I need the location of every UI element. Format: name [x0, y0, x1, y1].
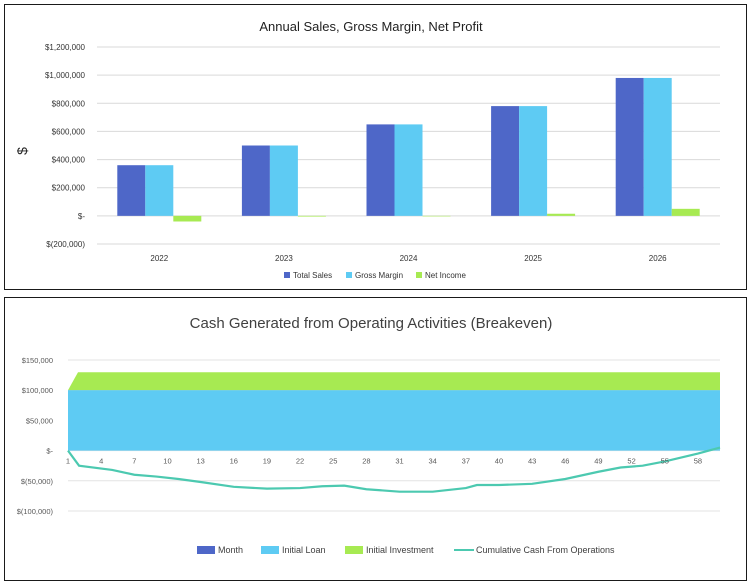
x-tick-label: 16 [230, 457, 238, 466]
x-tick-label: 2024 [400, 254, 418, 263]
y-tick-label: $100,000 [22, 386, 53, 395]
y-tick-label: $200,000 [52, 184, 86, 193]
legend-swatch [284, 272, 290, 278]
legend-label: Month [218, 545, 243, 555]
x-tick-label: 22 [296, 457, 304, 466]
legend-swatch [261, 546, 279, 554]
x-tick-label: 2026 [649, 254, 667, 263]
legend-label: Initial Loan [282, 545, 326, 555]
annual-sales-chart-panel: Annual Sales, Gross Margin, Net Profit $… [4, 4, 747, 290]
bar-gross-margin [145, 165, 174, 216]
legend-label: Initial Investment [366, 545, 434, 555]
bar-gross-margin [643, 77, 672, 216]
x-tick-label: 4 [99, 457, 103, 466]
legend-label: Gross Margin [355, 271, 403, 280]
bar-total-sales [491, 106, 520, 216]
legend-label: Cumulative Cash From Operations [476, 545, 615, 555]
x-tick-label: 10 [163, 457, 171, 466]
chart-title: Annual Sales, Gross Margin, Net Profit [259, 19, 483, 34]
x-tick-label: 43 [528, 457, 536, 466]
bar-total-sales [615, 77, 644, 216]
bar-total-sales [241, 145, 270, 216]
line-cumulative-cash [67, 446, 721, 493]
legend-swatch [416, 272, 422, 278]
bar-total-sales [366, 124, 395, 216]
x-tick-label: 40 [495, 457, 503, 466]
bar-net-income [173, 215, 202, 222]
annual-sales-chart: Annual Sales, Gross Margin, Net Profit $… [14, 19, 720, 280]
x-tick-label: 46 [561, 457, 569, 466]
bar-net-income [422, 215, 451, 217]
y-tick-label: $150,000 [22, 356, 53, 365]
x-tick-label: 58 [694, 457, 702, 466]
y-tick-label: $(100,000) [17, 507, 54, 516]
bar-net-income [547, 213, 576, 216]
y-axis-label: $ [14, 147, 30, 155]
bar-gross-margin [519, 106, 548, 216]
x-tick-label: 2025 [524, 254, 542, 263]
y-tick-label: $1,000,000 [45, 71, 86, 80]
x-tick-label: 31 [395, 457, 403, 466]
y-tick-label: $(50,000) [21, 477, 54, 486]
legend-label: Net Income [425, 271, 466, 280]
y-tick-label: $- [46, 447, 53, 456]
bar-total-sales [117, 165, 146, 216]
x-tick-label: 55 [661, 457, 669, 466]
area-initial-loan [68, 390, 720, 451]
legend-label: Total Sales [293, 271, 332, 280]
area-initial-investment [68, 372, 720, 391]
x-tick-label: 49 [594, 457, 602, 466]
legend-swatch [345, 546, 363, 554]
x-tick-label: 28 [362, 457, 370, 466]
x-tick-label: 25 [329, 457, 337, 466]
y-tick-label: $400,000 [52, 156, 86, 165]
bar-net-income [671, 208, 700, 216]
x-tick-label: 34 [429, 457, 437, 466]
y-tick-label: $- [78, 212, 85, 221]
x-tick-label: 19 [263, 457, 271, 466]
y-tick-label: $(200,000) [46, 240, 85, 249]
cash-operations-chart: Cash Generated from Operating Activities… [17, 315, 721, 555]
x-tick-label: 1 [66, 457, 70, 466]
x-tick-label: 37 [462, 457, 470, 466]
x-tick-label: 13 [196, 457, 204, 466]
legend-swatch [346, 272, 352, 278]
x-tick-label: 2022 [150, 254, 168, 263]
x-tick-label: 2023 [275, 254, 293, 263]
bar-net-income [297, 215, 326, 217]
y-tick-label: $1,200,000 [45, 43, 86, 52]
chart-title: Cash Generated from Operating Activities… [190, 315, 553, 332]
y-tick-label: $800,000 [52, 99, 86, 108]
bar-gross-margin [394, 124, 423, 216]
y-tick-label: $600,000 [52, 127, 86, 136]
cash-operations-chart-panel: Cash Generated from Operating Activities… [4, 297, 747, 581]
bar-gross-margin [269, 145, 298, 216]
x-tick-label: 7 [132, 457, 136, 466]
y-tick-label: $50,000 [26, 416, 53, 425]
x-tick-label: 52 [627, 457, 635, 466]
legend-swatch [197, 546, 215, 554]
